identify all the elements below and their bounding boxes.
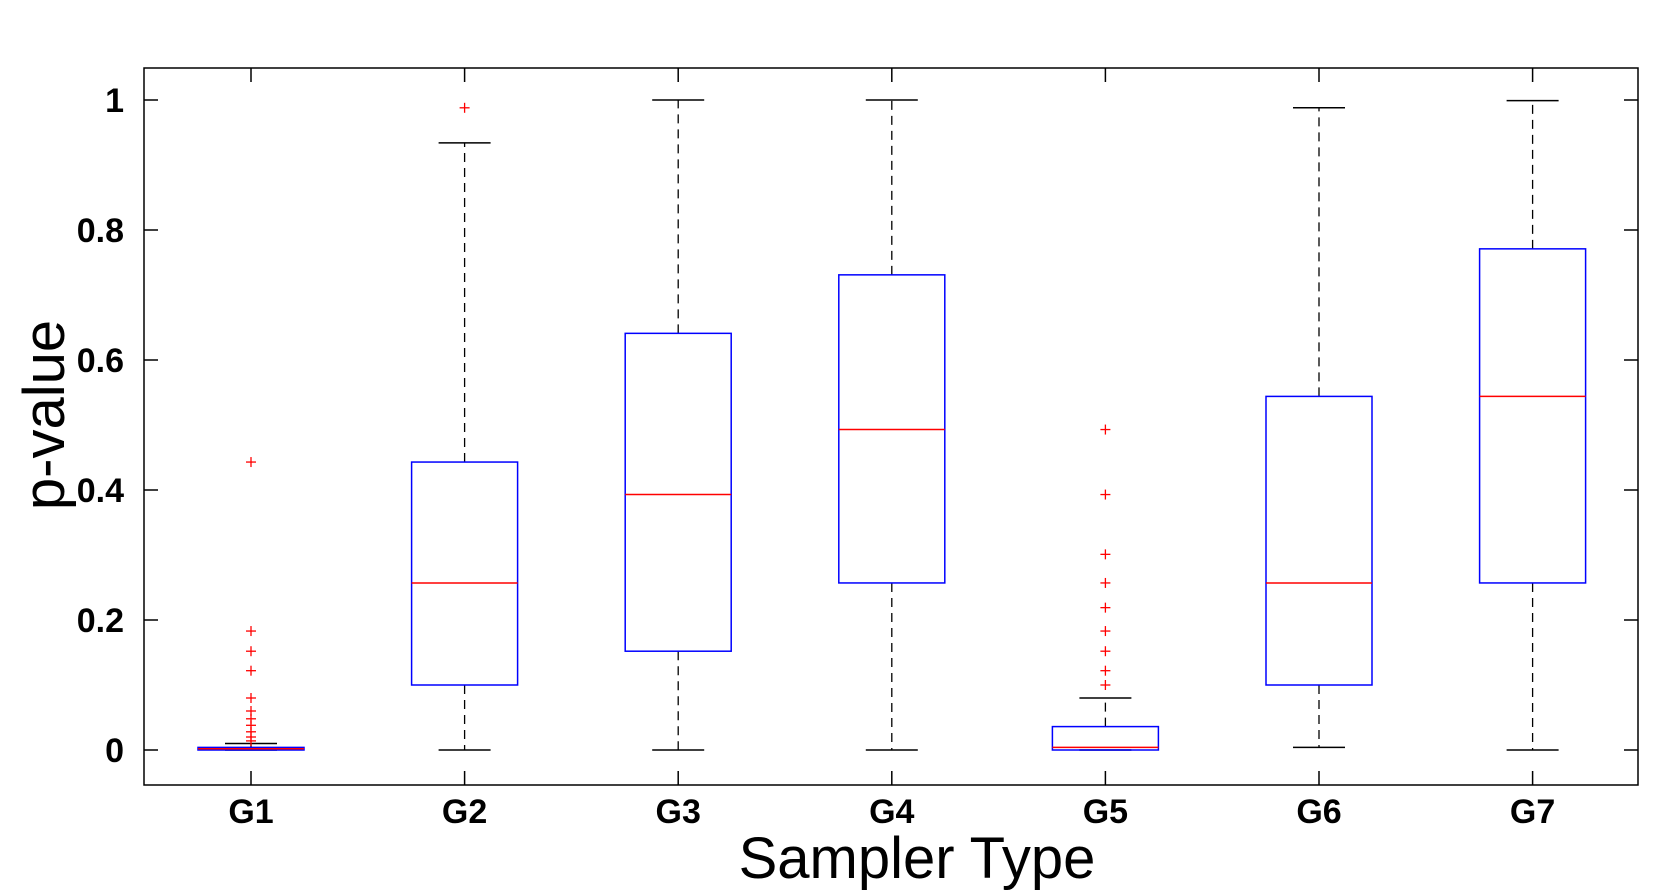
plot-area <box>143 67 1639 786</box>
x-tick-label: G3 <box>656 793 701 831</box>
y-tick-labels: 0 0.2 0.4 0.6 0.8 1 <box>77 82 124 770</box>
outlier-point <box>246 665 256 676</box>
box-iqr <box>624 332 732 652</box>
box-g4 <box>838 99 946 751</box>
x-tick-labels: G1 G2 G3 G4 G5 G6 G7 <box>228 793 1555 831</box>
outlier-point <box>246 735 256 746</box>
box-iqr <box>410 461 519 686</box>
outlier-point <box>1100 680 1111 690</box>
y-tick-label: 0 <box>105 732 124 770</box>
box-g7 <box>1478 99 1587 751</box>
x-axis-title: Sampler Type <box>739 826 1096 891</box>
outlier-point <box>1100 646 1111 657</box>
y-tick-label: 0.8 <box>77 212 124 250</box>
outlier-point <box>1100 549 1111 560</box>
box-iqr <box>1265 395 1373 686</box>
y-tick-label: 0.6 <box>77 342 124 380</box>
outlier-point <box>1100 424 1111 435</box>
outlier-point <box>246 626 256 637</box>
box-iqr <box>1478 248 1587 584</box>
axis-ticks <box>144 68 1638 785</box>
box-g3 <box>624 99 732 751</box>
outlier-point <box>246 457 256 468</box>
box-iqr <box>1051 725 1160 751</box>
x-tick-label: G5 <box>1083 793 1128 831</box>
outlier-point <box>246 693 256 703</box>
outlier-point <box>1100 577 1111 588</box>
x-tick-label: G2 <box>442 793 487 831</box>
y-tick-label: 1 <box>105 82 124 120</box>
y-tick-label: 0.2 <box>77 602 124 640</box>
x-tick-label: G7 <box>1510 793 1555 831</box>
box-g2 <box>410 102 519 751</box>
y-tick-label: 0.4 <box>77 472 124 510</box>
x-tick-label: G1 <box>228 793 273 831</box>
box-series <box>197 99 1587 751</box>
outlier-point <box>1100 602 1111 613</box>
outlier-point <box>1100 489 1111 500</box>
outlier-point <box>246 646 256 657</box>
outlier-point <box>1100 665 1111 676</box>
x-tick-label: G4 <box>869 793 914 831</box>
outlier-point <box>459 102 470 113</box>
outlier-point <box>1100 626 1111 637</box>
box-g5 <box>1051 424 1160 751</box>
box-g6 <box>1265 107 1373 749</box>
box-g1 <box>197 457 305 751</box>
y-axis-title: p-value <box>12 320 77 510</box>
x-tick-label: G6 <box>1296 793 1341 831</box>
